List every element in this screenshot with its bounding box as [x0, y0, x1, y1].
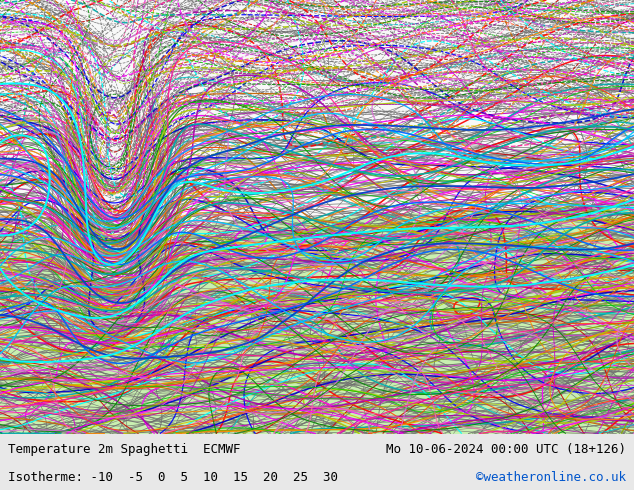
Text: Temperature 2m Spaghetti  ECMWF: Temperature 2m Spaghetti ECMWF	[8, 443, 240, 456]
Text: ©weatheronline.co.uk: ©weatheronline.co.uk	[476, 471, 626, 484]
Text: Isotherme: -10  -5  0  5  10  15  20  25  30: Isotherme: -10 -5 0 5 10 15 20 25 30	[8, 471, 338, 484]
Text: Mo 10-06-2024 00:00 UTC (18+126): Mo 10-06-2024 00:00 UTC (18+126)	[386, 443, 626, 456]
